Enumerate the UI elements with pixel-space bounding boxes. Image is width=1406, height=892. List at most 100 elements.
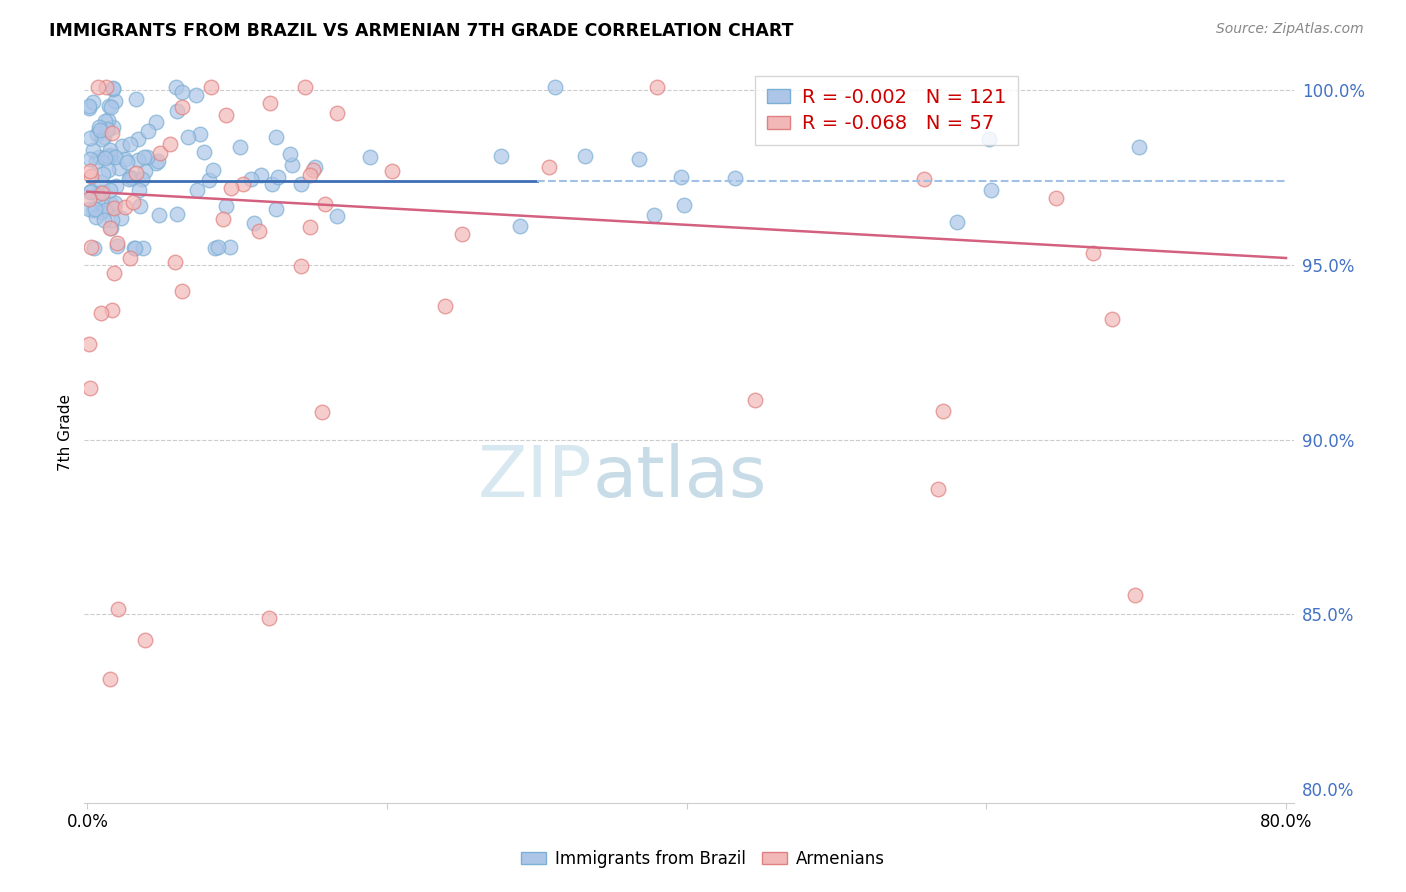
Point [193,145,215,160]
Point [724,170,747,185]
Text: atlas: atlas [592,442,766,511]
Point [79,381,101,395]
Point [434,299,457,313]
Point [87,120,110,134]
Text: IMMIGRANTS FROM BRAZIL VS ARMENIAN 7TH GRADE CORRELATION CHART: IMMIGRANTS FROM BRAZIL VS ARMENIAN 7TH G… [49,22,794,40]
Point [86,127,108,141]
Point [103,120,125,134]
Point [201,162,224,177]
Point [136,150,159,164]
Point [122,240,145,254]
Point [165,79,187,94]
Point [77,337,100,351]
Point [211,212,233,227]
Point [80,169,103,183]
Point [259,95,281,110]
Point [134,164,156,178]
Point [127,132,149,146]
Point [204,240,226,254]
Point [90,175,112,189]
Point [290,178,312,192]
Point [107,602,129,616]
Point [645,79,668,94]
Point [79,185,101,199]
Point [250,168,273,182]
Point [93,151,115,165]
Point [451,227,474,241]
Point [628,152,651,166]
Point [96,121,118,136]
Point [93,129,115,144]
Text: Source: ZipAtlas.com: Source: ZipAtlas.com [1216,22,1364,37]
Point [93,213,115,227]
Y-axis label: 7th Grade: 7th Grade [58,394,73,471]
Point [94,113,117,128]
Point [131,171,153,186]
Point [82,202,104,217]
Point [946,215,969,229]
Point [980,182,1002,196]
Point [314,197,336,211]
Point [84,154,107,169]
Point [89,122,111,136]
Point [121,171,143,186]
Point [91,168,114,182]
Point [744,393,766,408]
Point [359,150,381,164]
Point [90,306,112,320]
Point [132,150,155,164]
Point [105,235,128,250]
Point [215,199,238,213]
Point [170,85,193,99]
Point [172,285,194,299]
Point [264,130,287,145]
Point [489,149,512,163]
Point [98,148,121,162]
Point [100,100,122,114]
Point [264,202,287,216]
Point [125,166,148,180]
Point [120,169,142,184]
Point [96,149,118,163]
Point [671,169,693,184]
Legend: Immigrants from Brazil, Armenians: Immigrants from Brazil, Armenians [515,844,891,875]
Point [83,202,105,216]
Point [89,150,111,164]
Point [249,224,271,238]
Point [104,195,127,210]
Point [114,200,136,214]
Point [97,112,120,127]
Point [219,240,242,254]
Point [94,79,117,94]
Point [127,153,149,168]
Point [200,79,222,94]
Point [188,127,211,141]
Point [1101,312,1123,326]
Point [281,158,304,172]
Point [198,173,221,187]
Point [304,161,326,175]
Point [98,183,121,197]
Point [537,161,560,175]
Point [931,404,953,418]
Point [1123,588,1146,602]
Point [103,266,125,280]
Point [219,181,242,195]
Point [259,611,281,625]
Point [239,172,262,186]
Point [77,192,100,206]
Point [267,169,290,184]
Point [574,149,596,163]
Point [103,81,125,95]
Point [100,303,122,318]
Point [94,202,117,217]
Point [176,129,198,144]
Point [148,208,170,222]
Point [101,81,124,95]
Point [138,124,160,138]
Point [118,171,141,186]
Point [105,238,128,252]
Point [87,79,110,94]
Point [77,202,100,217]
Point [145,156,167,170]
